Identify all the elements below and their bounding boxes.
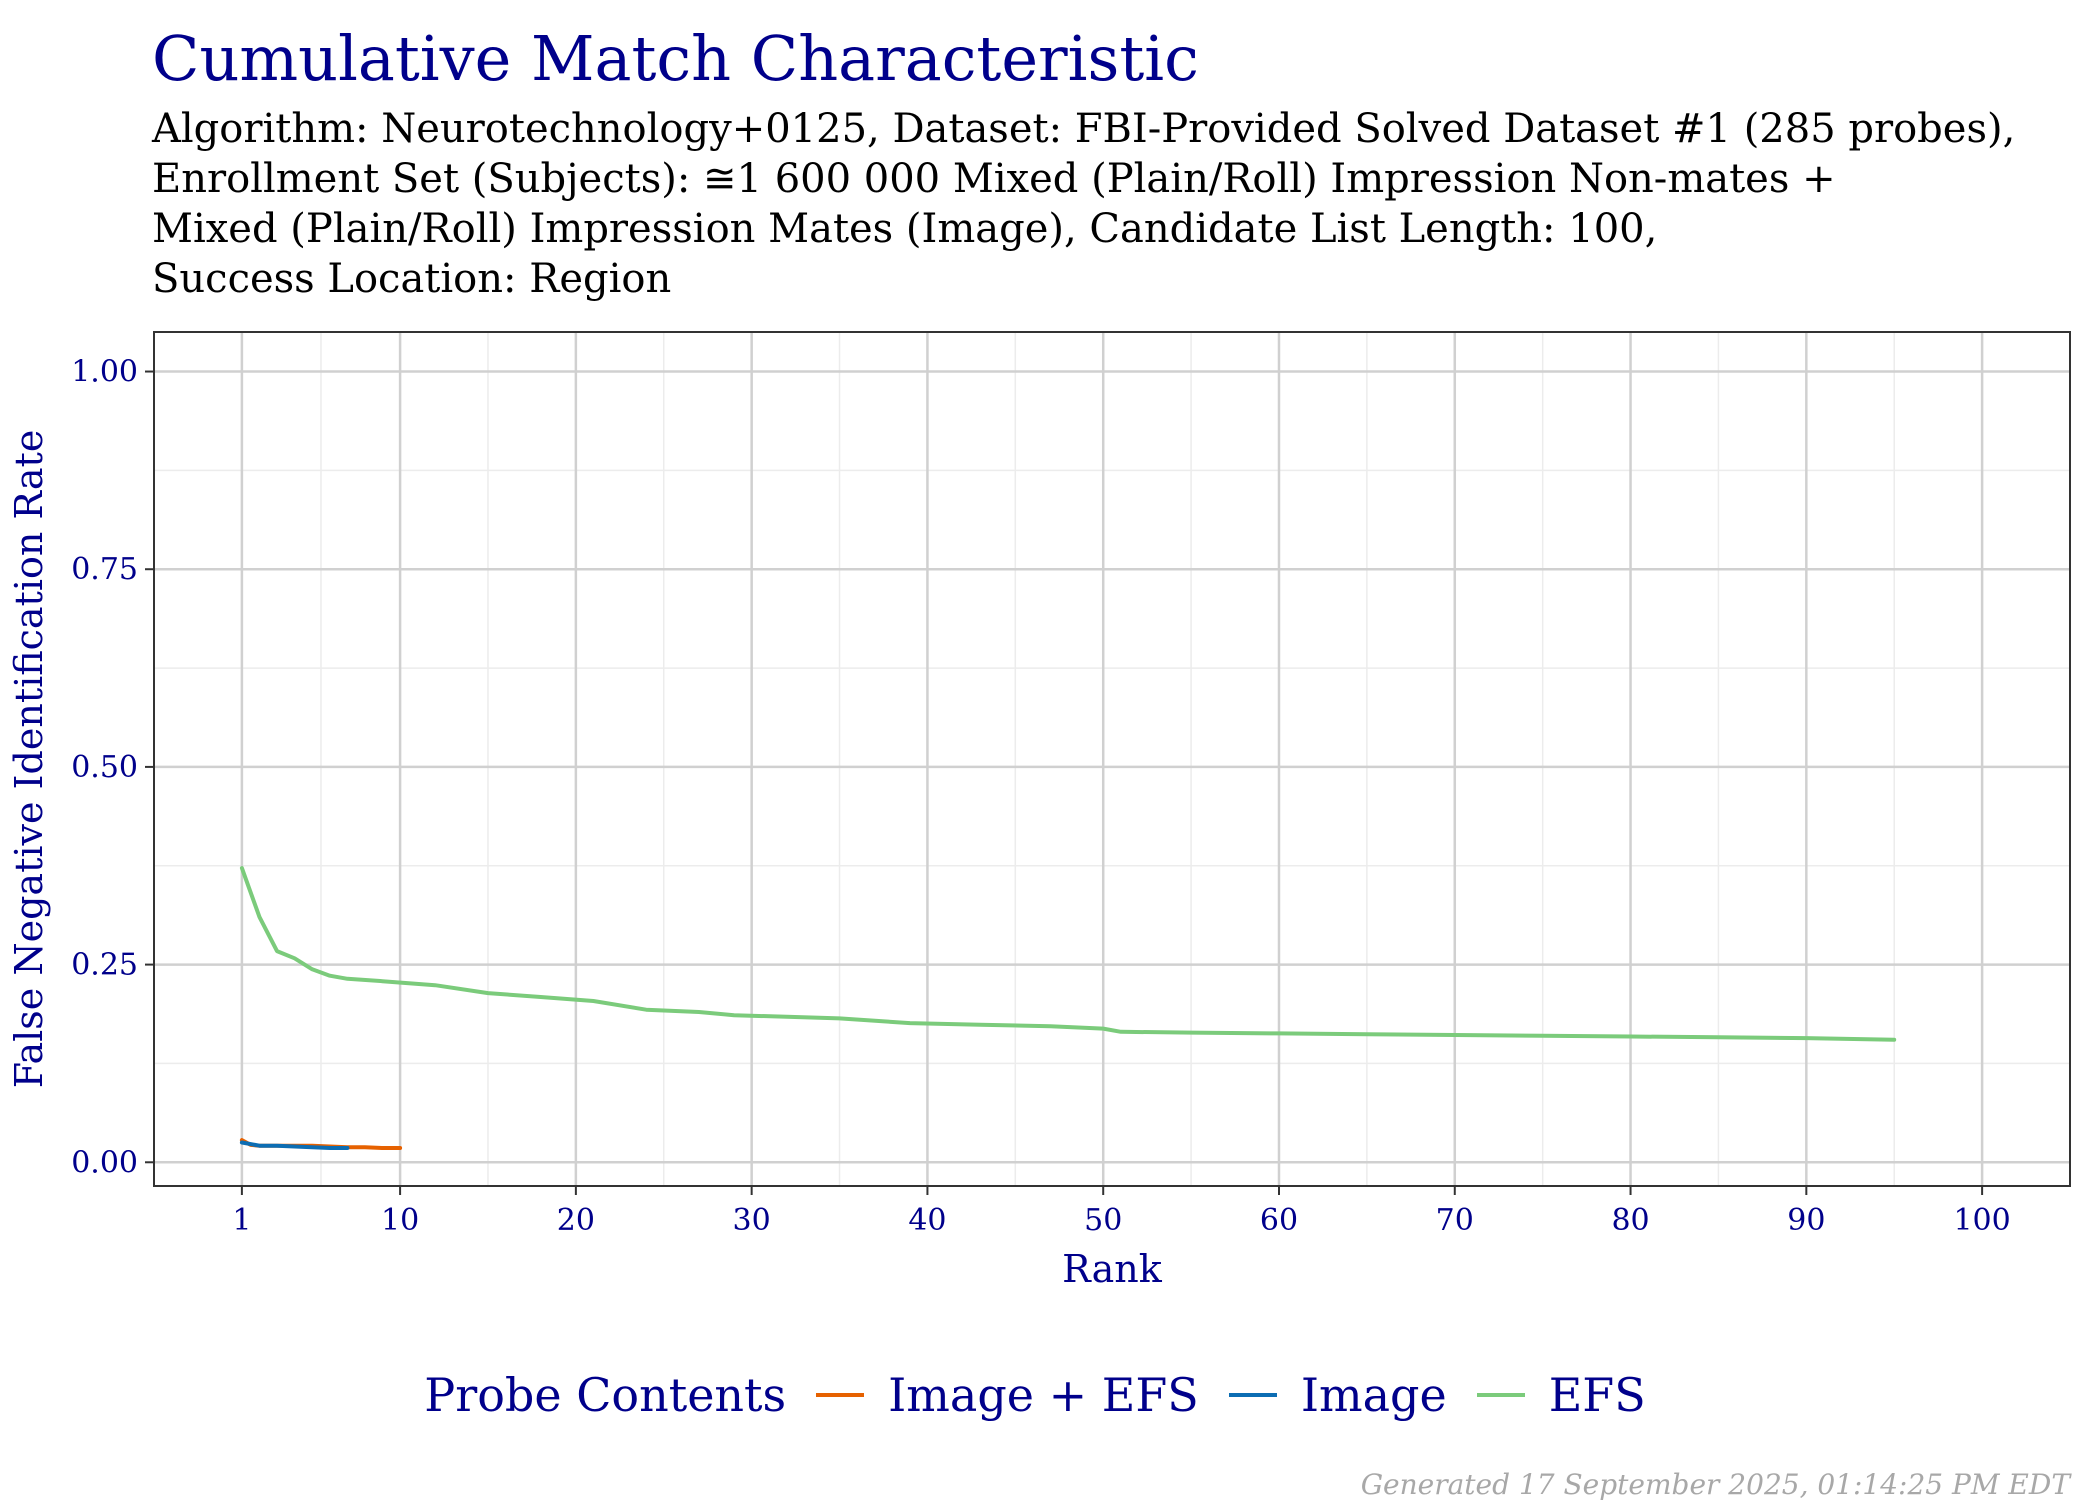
chart-title: Cumulative Match Characteristic [152, 22, 1199, 95]
y-axis: 0.00 0.25 0.50 0.75 1.00 [71, 355, 154, 1180]
generated-timestamp: Generated 17 September 2025, 01:14:25 PM… [1360, 1468, 2070, 1501]
legend-key-efs [1476, 1393, 1525, 1397]
legend-item-image-efs: Image + EFS [816, 1368, 1199, 1422]
x-tick-label: 10 [381, 1203, 419, 1238]
x-tick-label: 100 [1953, 1203, 2010, 1238]
legend-label-image-efs: Image + EFS [888, 1368, 1199, 1422]
x-tick-label: 40 [908, 1203, 946, 1238]
major-gridlines [154, 332, 2070, 1186]
legend: Probe Contents Image + EFS Image EFS [0, 1368, 2100, 1422]
legend-title: Probe Contents [424, 1368, 787, 1422]
minor-gridlines [154, 332, 2070, 1186]
x-tick-label: 80 [1611, 1203, 1649, 1238]
legend-item-efs: EFS [1476, 1368, 1646, 1422]
y-tick-label: 0.00 [71, 1145, 138, 1180]
x-tick-label: 70 [1436, 1203, 1474, 1238]
legend-label-efs: EFS [1548, 1368, 1646, 1422]
chart-subtitle: Algorithm: Neurotechnology+0125, Dataset… [152, 104, 2015, 304]
subtitle-line: Mixed (Plain/Roll) Impression Mates (Ima… [152, 206, 1658, 252]
x-tick-label: 30 [733, 1203, 771, 1238]
y-axis-label: False Negative Identification Rate [7, 430, 51, 1089]
y-tick-label: 0.25 [71, 948, 138, 983]
subtitle-line: Enrollment Set (Subjects): ≅1 600 000 Mi… [152, 156, 1836, 202]
x-axis: 1 10 20 30 40 50 60 70 80 90 100 [232, 1186, 2011, 1238]
subtitle-line: Algorithm: Neurotechnology+0125, Dataset… [152, 106, 2016, 152]
y-tick-label: 1.00 [71, 355, 138, 390]
legend-item-image: Image [1228, 1368, 1447, 1422]
subtitle-line: Success Location: Region [152, 256, 672, 302]
legend-key-image-efs [816, 1393, 865, 1397]
x-tick-label: 1 [232, 1203, 251, 1238]
legend-key-image [1228, 1393, 1277, 1397]
legend-label-image: Image [1300, 1368, 1447, 1422]
x-tick-label: 50 [1084, 1203, 1122, 1238]
x-axis-label: Rank [1062, 1247, 1163, 1291]
x-tick-label: 20 [557, 1203, 595, 1238]
x-tick-label: 60 [1260, 1203, 1298, 1238]
y-tick-label: 0.75 [71, 552, 138, 587]
series-line-image [239, 1140, 350, 1150]
x-tick-label: 90 [1787, 1203, 1825, 1238]
series-lines [239, 866, 1897, 1150]
series-line-efs [239, 866, 1897, 1042]
plot-panel-border [153, 331, 2071, 1187]
y-tick-label: 0.50 [71, 750, 138, 785]
